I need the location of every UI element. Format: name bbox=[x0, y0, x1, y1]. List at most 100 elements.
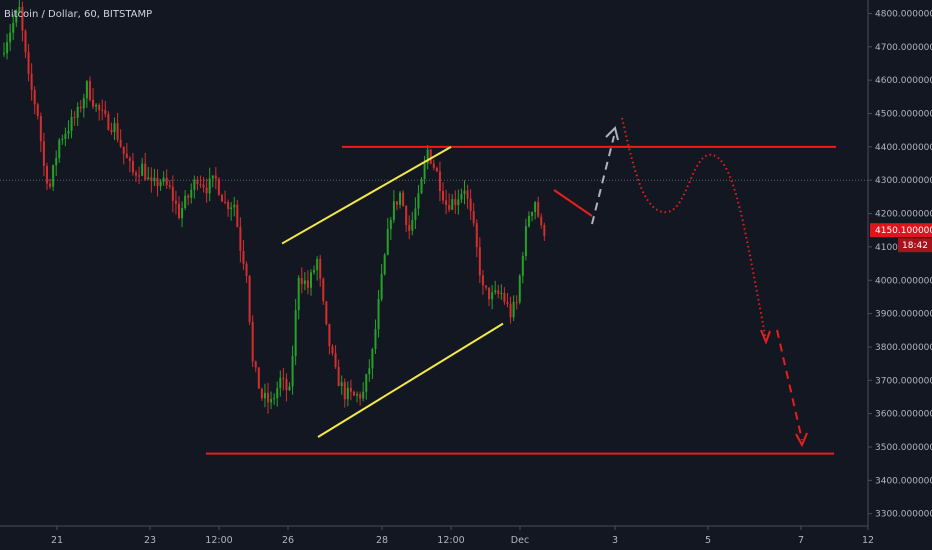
y-tick-label: 3900.000000 bbox=[875, 310, 932, 320]
candle-body bbox=[374, 329, 377, 350]
candle-body bbox=[435, 167, 438, 172]
y-tick-label: 4200.000000 bbox=[875, 210, 932, 220]
candle-body bbox=[162, 177, 165, 182]
candle-body bbox=[242, 250, 245, 264]
candle-body bbox=[463, 190, 466, 195]
candle-body bbox=[469, 198, 472, 211]
candle-body bbox=[445, 200, 448, 206]
candle-body bbox=[454, 199, 457, 206]
candle-body bbox=[24, 30, 27, 53]
candle-body bbox=[359, 394, 362, 399]
candle-body bbox=[484, 285, 487, 288]
x-tick-label: 7 bbox=[798, 535, 804, 546]
candle-body bbox=[184, 195, 187, 209]
candle-body bbox=[171, 186, 174, 201]
candle-body bbox=[423, 163, 426, 179]
candle-body bbox=[150, 177, 153, 182]
candle-body bbox=[346, 387, 349, 400]
candle-body bbox=[101, 109, 104, 111]
x-tick-label: 21 bbox=[51, 535, 63, 546]
candle-body bbox=[478, 247, 481, 276]
candle-body bbox=[475, 223, 478, 248]
chart-title: Bitcoin / Dollar, 60, BITSTAMP bbox=[4, 9, 153, 20]
candle-body bbox=[187, 195, 190, 198]
candle-body bbox=[64, 133, 67, 139]
candle-body bbox=[138, 175, 141, 177]
candle-body bbox=[104, 109, 107, 115]
candle-body bbox=[322, 278, 325, 302]
candle-body bbox=[352, 391, 355, 396]
candle-body bbox=[239, 226, 242, 251]
candle-body bbox=[408, 224, 411, 231]
y-tick-label: 3500.000000 bbox=[875, 443, 932, 453]
x-tick-label: Dec bbox=[511, 535, 529, 546]
y-tick-label: 4700.000000 bbox=[875, 43, 932, 53]
candle-body bbox=[303, 280, 306, 284]
candles bbox=[3, 0, 546, 414]
projection-down-line[interactable] bbox=[776, 329, 803, 441]
candle-body bbox=[300, 277, 303, 284]
candle-body bbox=[414, 208, 417, 221]
drawings[interactable] bbox=[206, 117, 836, 455]
candle-body bbox=[515, 302, 518, 304]
candle-body bbox=[411, 220, 414, 231]
candle-body bbox=[18, 6, 21, 13]
y-tick-label: 3700.000000 bbox=[875, 376, 932, 386]
candle-body bbox=[270, 399, 273, 403]
x-tick-label: 12 bbox=[862, 535, 874, 546]
candle-body bbox=[52, 165, 55, 187]
candle-body bbox=[58, 139, 61, 159]
candle-body bbox=[135, 172, 138, 176]
projection-dotted-arrowhead bbox=[760, 329, 771, 345]
candle-body bbox=[377, 299, 380, 330]
candle-body bbox=[144, 163, 147, 180]
candle-body bbox=[328, 323, 331, 347]
candle-body bbox=[402, 192, 405, 207]
candle-body bbox=[503, 293, 506, 303]
short-trend-line[interactable] bbox=[553, 189, 593, 217]
projection-up-line[interactable] bbox=[591, 135, 615, 225]
candle-body bbox=[227, 201, 230, 210]
candle-body bbox=[438, 171, 441, 192]
candle-body bbox=[399, 192, 402, 205]
candle-body bbox=[282, 377, 285, 379]
candle-body bbox=[488, 287, 491, 300]
candle-body bbox=[306, 280, 309, 288]
candle-body bbox=[273, 398, 276, 400]
candle-body bbox=[331, 346, 334, 354]
candle-body bbox=[217, 178, 220, 195]
candle-body bbox=[174, 200, 177, 204]
x-tick-label: 3 bbox=[612, 535, 618, 546]
candle-body bbox=[147, 177, 150, 180]
candle-body bbox=[42, 141, 45, 166]
candle-body bbox=[79, 106, 82, 109]
candle-body bbox=[125, 153, 128, 159]
candle-body bbox=[119, 139, 122, 147]
candle-body bbox=[263, 392, 266, 399]
candle-body bbox=[340, 382, 343, 387]
candle-body bbox=[334, 353, 337, 367]
channel-upper-line[interactable] bbox=[281, 145, 452, 245]
candle-body bbox=[141, 163, 144, 176]
candle-body bbox=[288, 386, 291, 391]
candle-body bbox=[494, 290, 497, 293]
candle-body bbox=[395, 201, 398, 205]
candle-body bbox=[512, 302, 515, 318]
candle-body bbox=[49, 183, 52, 187]
y-tick-label: 3600.000000 bbox=[875, 410, 932, 420]
candle-body bbox=[98, 104, 101, 110]
candle-body bbox=[177, 203, 180, 219]
last-price-badge bbox=[870, 223, 932, 238]
candle-body bbox=[294, 310, 297, 356]
candle-body bbox=[76, 106, 79, 118]
candle-body bbox=[509, 303, 512, 318]
projection-dotted-curve[interactable] bbox=[621, 117, 767, 341]
channel-lower-line[interactable] bbox=[317, 322, 504, 438]
candle-body bbox=[451, 199, 454, 210]
y-tick-label: 4600.000000 bbox=[875, 76, 932, 86]
candle-body bbox=[518, 275, 521, 303]
candle-body bbox=[432, 163, 435, 168]
candle-body bbox=[500, 293, 503, 295]
